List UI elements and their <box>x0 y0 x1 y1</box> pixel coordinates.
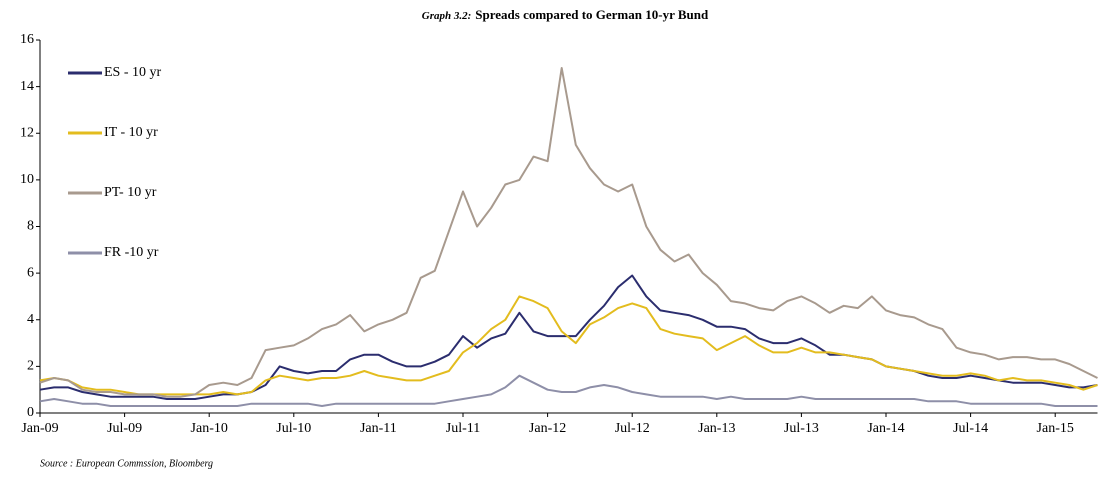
y-tick-label: 12 <box>20 125 34 140</box>
x-tick-label: Jul-10 <box>276 421 311 436</box>
source-note: Source : European Commssion, Bloomberg <box>40 458 213 469</box>
y-tick-label: 16 <box>20 32 34 47</box>
x-tick-label: Jan-09 <box>21 421 58 436</box>
y-tick-label: 2 <box>27 359 34 374</box>
legend-label: PT- 10 yr <box>104 185 157 200</box>
legend-label: ES - 10 yr <box>104 65 162 80</box>
x-tick-label: Jul-11 <box>446 421 480 436</box>
y-tick-label: 6 <box>27 265 34 280</box>
x-tick-label: Jan-15 <box>1037 421 1074 436</box>
series-line <box>39 67 1098 398</box>
y-tick-label: 4 <box>27 312 34 327</box>
x-tick-label: Jan-10 <box>191 421 228 436</box>
x-tick-label: Jul-09 <box>107 421 142 436</box>
series-line <box>39 295 1098 396</box>
series-line <box>39 374 1098 407</box>
legend-label: IT - 10 yr <box>104 125 158 140</box>
x-tick-label: Jan-11 <box>360 421 397 436</box>
y-tick-label: 0 <box>27 405 34 420</box>
chart-title: Graph 3.2: Spreads compared to German 10-… <box>422 7 709 22</box>
title-text: Spreads compared to German 10-yr Bund <box>475 7 709 22</box>
x-tick-label: Jan-14 <box>867 421 904 436</box>
legend-label: FR -10 yr <box>104 245 159 260</box>
y-tick-label: 14 <box>20 79 34 94</box>
title-prefix: Graph 3.2: <box>422 10 472 22</box>
y-tick-label: 8 <box>27 219 34 234</box>
x-tick-label: Jan-12 <box>529 421 566 436</box>
y-tick-label: 10 <box>20 172 34 187</box>
x-tick-label: Jul-14 <box>953 421 988 436</box>
x-tick-label: Jan-13 <box>698 421 735 436</box>
x-tick-label: Jul-13 <box>784 421 819 436</box>
x-tick-label: Jul-12 <box>615 421 650 436</box>
